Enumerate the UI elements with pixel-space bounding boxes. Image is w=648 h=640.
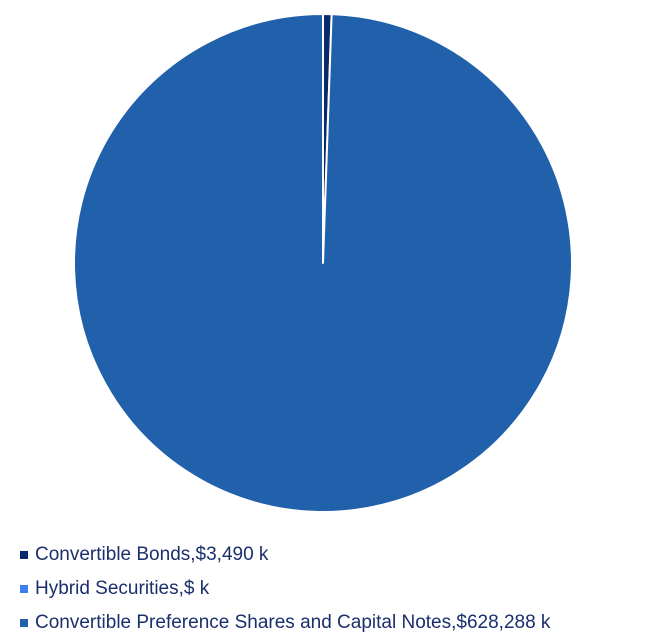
legend-label-convertible-bonds: Convertible Bonds,$3,490 k (35, 544, 269, 565)
pie-chart (73, 13, 573, 513)
legend-swatch-convertible-preference-shares (20, 619, 28, 627)
pie-slice-convertible-preference-shares-and-capital-notes[interactable] (73, 13, 573, 513)
legend-item-hybrid-securities[interactable]: Hybrid Securities,$ k (20, 572, 550, 606)
legend-label-convertible-preference-shares: Convertible Preference Shares and Capita… (35, 612, 551, 633)
pie-slices (73, 13, 573, 513)
legend: Convertible Bonds,$3,490 k Hybrid Securi… (20, 538, 550, 640)
legend-swatch-hybrid-securities (20, 585, 28, 593)
legend-label-hybrid-securities: Hybrid Securities,$ k (35, 578, 210, 599)
legend-item-convertible-bonds[interactable]: Convertible Bonds,$3,490 k (20, 538, 550, 572)
legend-item-convertible-preference-shares[interactable]: Convertible Preference Shares and Capita… (20, 606, 550, 640)
legend-swatch-convertible-bonds (20, 551, 28, 559)
